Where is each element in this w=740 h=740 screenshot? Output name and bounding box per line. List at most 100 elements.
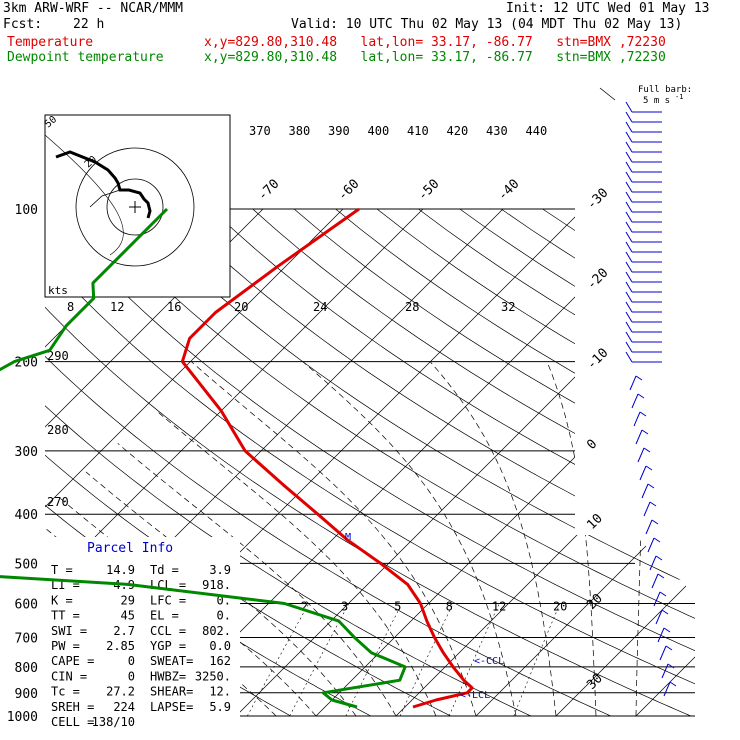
wind-barb-staff: [639, 465, 647, 481]
wind-barb-flag: [625, 141, 633, 153]
wind-barb-flag: [661, 609, 669, 615]
wind-barb-flag: [625, 101, 633, 113]
wind-barb-flag: [637, 393, 645, 399]
parcel-cell-8-0: Tc =: [51, 685, 80, 699]
parcel-cell-4-2: CCL =: [150, 624, 186, 638]
theta-label-430: 430: [486, 124, 508, 138]
wind-barbs: [625, 101, 677, 697]
upper-axis-labels: 8 12 16 20 24 28 32: [67, 300, 515, 314]
parcel-cell-0-1: 14.9: [106, 563, 135, 577]
moist-adiabat-30: [429, 361, 557, 717]
mixing-ratio-labels: 2 3 5 8 12 20: [301, 600, 568, 614]
barb-note-line1: Full barb:: [638, 85, 692, 95]
wind-barb-flag: [625, 131, 633, 143]
wind-barb-flag: [625, 301, 633, 313]
isotherm-30: [555, 208, 695, 717]
header: 3km ARW-WRF -- NCAR/MMM Init: 12 UTC Wed…: [0, 0, 740, 70]
parcel-cell-10-1: 138/10: [92, 715, 135, 729]
wind-barb-flag: [659, 591, 667, 597]
height-label-270: 270: [47, 495, 69, 509]
wind-barb-flag: [625, 261, 633, 273]
parcel-cell-5-0: PW =: [51, 639, 80, 653]
isotherm-label--70: -70: [255, 177, 282, 204]
temperature-location: x,y=829.80,310.48 lat,lon= 33.17, -86.77…: [204, 35, 666, 50]
wind-barb-flag: [625, 221, 633, 233]
parcel-cell-0-3: 3.9: [209, 563, 231, 577]
isotherm-label--60: -60: [335, 177, 362, 204]
parcel-cell-2-1: 29: [121, 593, 135, 607]
wind-barb-staff: [635, 429, 643, 445]
pressure-label-100: 100: [15, 203, 38, 218]
wind-barb-flag: [653, 537, 661, 543]
wind-barb-flag: [625, 161, 633, 173]
ccl-marker: <-CCL: [474, 656, 504, 667]
wind-barb-flag: [625, 311, 633, 323]
parcel-cell-9-3: 5.9: [209, 700, 231, 714]
parcel-cell-8-1: 27.2: [106, 685, 135, 699]
parcel-cell-8-2: SHEAR=: [150, 685, 193, 699]
wind-barb-staff: [637, 447, 645, 463]
upper-axis-label-24: 24: [313, 300, 327, 314]
wind-barb-flag: [625, 351, 633, 363]
parcel-cell-7-2: HWBZ=: [150, 669, 186, 683]
theta-label-380: 380: [289, 124, 311, 138]
wind-barb-flag: [635, 375, 643, 381]
dry-adiabat-420: [376, 208, 695, 717]
pressure-label-300: 300: [15, 445, 38, 460]
dry-adiabat-320: [45, 208, 691, 717]
moist-adiabat-35: [546, 361, 597, 717]
wind-barb-flag: [655, 555, 663, 561]
lcl-marker: <-LCL: [460, 690, 490, 701]
moist-adiabat-15: [156, 410, 437, 717]
upper-axis-label-20: 20: [234, 300, 248, 314]
wind-barb-staff: [653, 591, 661, 607]
wind-barb-flag: [643, 447, 651, 453]
hodograph-unit: kts: [48, 284, 68, 297]
pressure-label-900: 900: [15, 687, 38, 702]
parcel-cell-7-1: 0: [128, 669, 135, 683]
parcel-cell-10-0: CELL =: [51, 715, 94, 729]
wind-barb-flag: [663, 627, 671, 633]
moist-adiabat-20: [191, 361, 477, 717]
parcel-cell-6-3: 162: [209, 654, 231, 668]
dry-adiabat-480: [625, 208, 695, 717]
wind-barb-staff: [633, 411, 641, 427]
parcel-cell-3-2: EL =: [150, 609, 179, 623]
theta-label-440: 440: [526, 124, 548, 138]
dry-adiabat-470: [583, 208, 695, 717]
pressure-label-400: 400: [15, 508, 38, 523]
parcel-cell-6-2: SWEAT=: [150, 654, 193, 668]
dry-adiabat-450: [501, 208, 695, 717]
wind-barb-flag: [665, 645, 673, 651]
wind-barb-staff: [663, 681, 671, 697]
isotherm-label--10: -10: [584, 346, 611, 373]
wind-barb-staff: [661, 663, 669, 679]
theta-label-370: 370: [249, 124, 271, 138]
forecast-label: Fcst:: [3, 17, 43, 32]
wind-barb-flag: [669, 681, 677, 687]
mixing-ratio-12: [448, 603, 500, 717]
height-label-290: 290: [47, 349, 69, 363]
isotherm--50: [45, 208, 424, 717]
parcel-cell-0-0: T =: [51, 563, 73, 577]
parcel-cell-9-0: SREH =: [51, 700, 94, 714]
theta-label-400: 400: [368, 124, 390, 138]
height-labels: 290 280 270: [47, 349, 69, 509]
parcel-cell-8-3: 12.: [209, 685, 231, 699]
barb-note-unit: -1: [675, 93, 683, 101]
pressure-label-1000: 1000: [7, 710, 38, 725]
wind-barb-flag: [657, 573, 665, 579]
wind-barb-staff: [645, 519, 653, 535]
parcel-cell-2-2: LFC =: [150, 593, 186, 607]
parcel-cell-1-3: 918.: [202, 578, 231, 592]
dry-adiabat-340: [45, 208, 695, 717]
parcel-cell-4-1: 2.7: [113, 624, 135, 638]
isotherm-20: [475, 208, 695, 717]
wind-barb-flag: [639, 411, 647, 417]
mixing-ratio-8: [399, 603, 454, 717]
wind-barb-flag: [625, 291, 633, 303]
temperature-curve: [180, 207, 474, 709]
isotherm-label-30: 30: [584, 671, 606, 693]
upper-axis-label-32: 32: [501, 300, 515, 314]
